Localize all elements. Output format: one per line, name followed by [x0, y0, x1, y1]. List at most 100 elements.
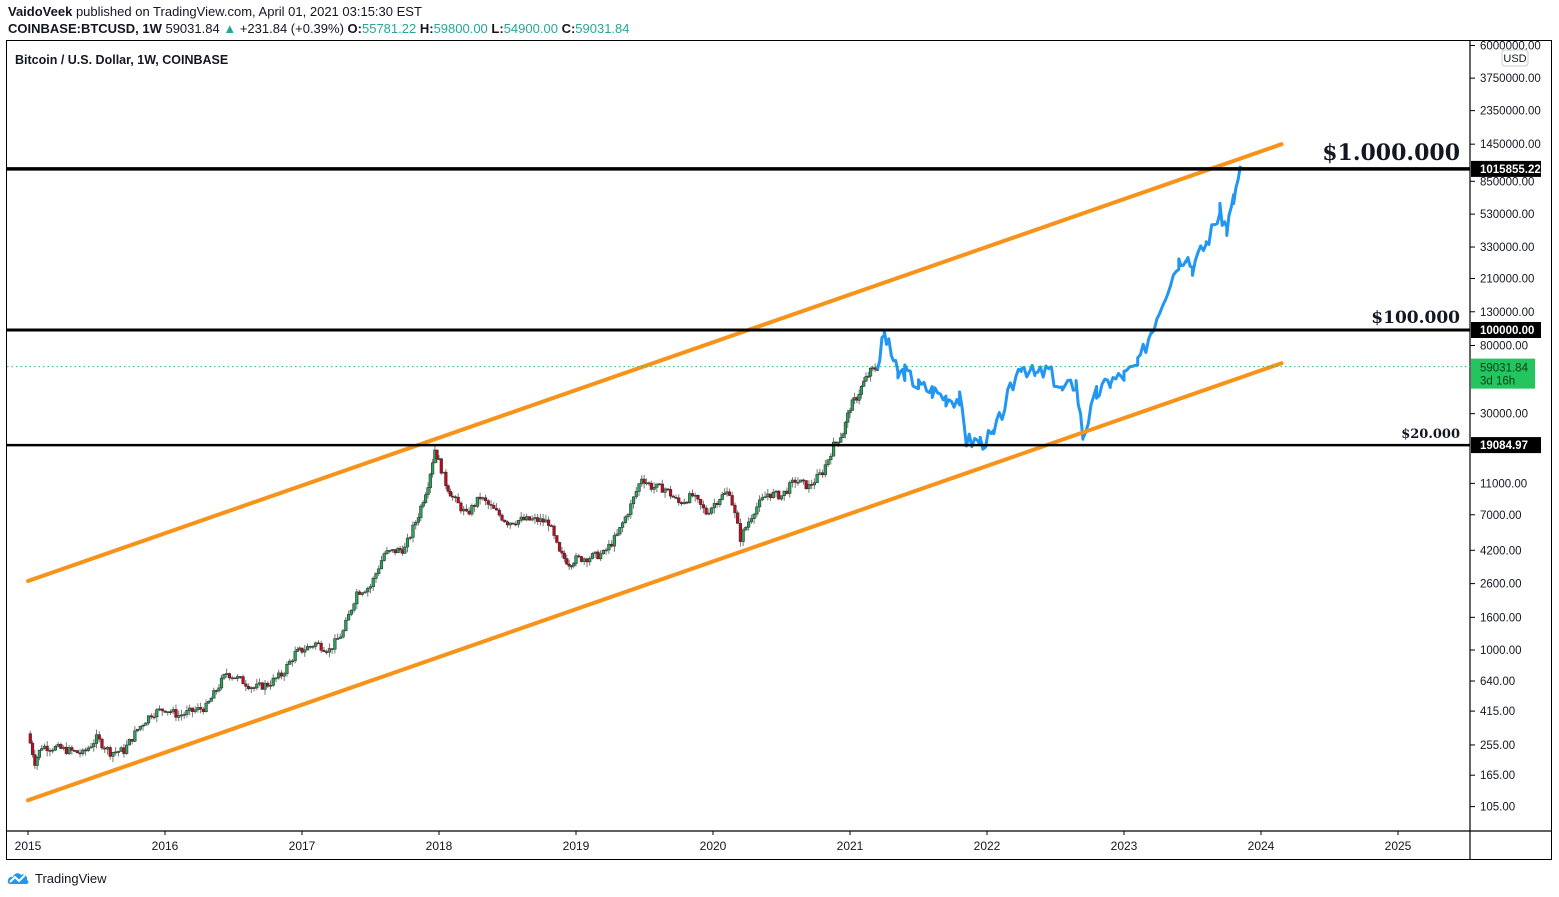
candle-body: [111, 752, 115, 757]
candle-body: [699, 498, 703, 505]
y-tick-label: 80000.00: [1480, 341, 1528, 353]
candle-body: [663, 488, 667, 493]
low-value: 54900.00: [503, 21, 558, 36]
candle-body: [836, 441, 840, 444]
candle-body: [552, 525, 556, 536]
candle-body: [481, 497, 485, 500]
candle-body: [357, 591, 362, 595]
candle-body: [260, 682, 264, 690]
candle-body: [820, 472, 825, 476]
candle-body: [492, 505, 496, 509]
x-tick-label: 2016: [152, 839, 179, 853]
candle-body: [859, 386, 864, 395]
candle-body: [793, 479, 797, 483]
candle-body: [37, 749, 42, 758]
y-tick-label: 1600.00: [1480, 612, 1522, 624]
candle-body: [424, 494, 428, 503]
candle-body: [322, 650, 326, 652]
candle-body: [704, 507, 708, 515]
candle-body: [105, 747, 110, 750]
candle-body: [541, 518, 545, 523]
candle-body: [233, 677, 237, 680]
y-tick-label: 255.00: [1480, 740, 1515, 752]
candle-body: [536, 517, 540, 522]
candle-body: [344, 619, 348, 631]
candle-body: [514, 523, 518, 526]
last-price-tag: [1471, 358, 1535, 389]
author-name[interactable]: VaidoVeek: [8, 4, 73, 19]
candle-body: [368, 586, 373, 589]
candle-body: [677, 497, 681, 503]
candle-body: [470, 505, 474, 515]
y-tick-label: 530000.00: [1480, 209, 1534, 221]
candle-body: [730, 495, 734, 506]
candle-body: [801, 479, 806, 482]
candle-body: [682, 501, 686, 505]
candle-body: [736, 512, 740, 524]
tradingview-logo[interactable]: TradingView: [6, 870, 107, 886]
candle-body: [130, 739, 134, 742]
candle-body: [268, 685, 273, 687]
channel-line-upper: [26, 142, 1284, 583]
candle-body: [42, 745, 47, 749]
candle-body: [227, 673, 231, 679]
candle-body: [311, 646, 315, 648]
candle-body: [660, 483, 664, 493]
candle-body: [574, 555, 578, 564]
candle-body: [607, 543, 611, 551]
candle-body: [846, 412, 850, 423]
candle-body: [826, 459, 830, 466]
candle-body: [155, 709, 159, 718]
candle-body: [414, 521, 418, 526]
candle-body: [338, 636, 342, 639]
candle-body: [219, 677, 224, 689]
candle-body: [56, 744, 60, 747]
candle-body: [771, 491, 775, 498]
x-tick-label: 2018: [426, 839, 453, 853]
level-price-tag: [1471, 322, 1541, 338]
candle-body: [149, 715, 153, 718]
candle-body: [637, 483, 641, 492]
candle-body: [693, 494, 697, 497]
candle-body: [747, 521, 751, 528]
level-price-tag-label: 19084.97: [1480, 440, 1528, 452]
candle-body: [51, 749, 55, 752]
y-tick-label: 210000.00: [1480, 273, 1534, 285]
candle-body: [610, 543, 614, 547]
candle-body: [766, 493, 770, 498]
candle-body: [866, 375, 870, 378]
candle-body: [727, 491, 732, 496]
candle-body: [815, 473, 819, 483]
candle-body: [733, 504, 737, 514]
candle-body: [500, 514, 504, 521]
candle-body: [48, 750, 52, 752]
candle-body: [782, 490, 786, 497]
candle-body: [634, 491, 638, 498]
chart-title: Bitcoin / U.S. Dollar, 1W, COINBASE: [15, 53, 229, 67]
candle-body: [831, 441, 836, 457]
candle-body: [177, 715, 181, 718]
candle-body: [848, 410, 852, 414]
y-tick-label: 3750000.00: [1480, 73, 1541, 85]
x-tick-label: 2015: [15, 839, 42, 853]
candle-body: [360, 592, 364, 595]
candle-body: [141, 724, 145, 727]
candle-body: [290, 660, 295, 663]
candle-body: [567, 563, 571, 567]
candle-body: [489, 504, 493, 506]
candle-body: [136, 728, 140, 732]
candle-body: [774, 490, 778, 493]
currency-label: USD: [1503, 53, 1526, 65]
candle-body: [257, 682, 262, 685]
candle-body: [97, 734, 101, 740]
candle-body: [712, 503, 716, 509]
candle-body: [530, 518, 534, 521]
candle-body: [671, 495, 675, 498]
y-axis: 6000000.00 3750000.00 2350000.00 1450000.00…: [1470, 40, 1541, 814]
y-tick-label: 130000.00: [1480, 307, 1534, 319]
candle-body: [527, 516, 532, 521]
y-tick-label: 1450000.00: [1480, 139, 1541, 151]
candle-body: [456, 496, 460, 504]
